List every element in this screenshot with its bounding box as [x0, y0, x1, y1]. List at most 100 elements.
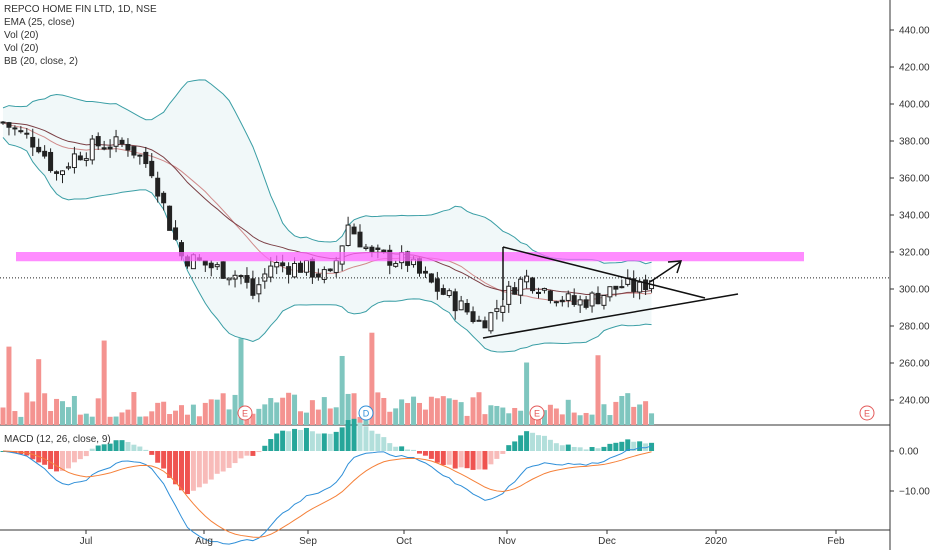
candle-body	[202, 260, 208, 266]
macd-histogram-bar	[417, 451, 422, 454]
candle-body	[71, 153, 77, 169]
volume-bar	[524, 362, 530, 425]
volume-bar	[60, 401, 65, 425]
price-tick-label: 440.00	[899, 26, 930, 37]
price-tick-label: 260.00	[899, 359, 930, 370]
volume-bar	[42, 393, 48, 425]
macd-histogram-bar	[179, 451, 184, 491]
volume-bar	[333, 407, 339, 425]
macd-histogram-bar	[607, 443, 613, 451]
macd-histogram-bar	[357, 422, 363, 451]
macd-tick-label: −10.00	[899, 487, 930, 498]
macd-histogram-bar	[42, 451, 48, 465]
macd-histogram-bar	[292, 428, 298, 451]
macd-histogram-bar	[256, 451, 262, 453]
macd-histogram-bar	[559, 445, 565, 451]
volume-bar	[399, 399, 405, 425]
macd-histogram-bar	[89, 448, 95, 451]
macd-histogram-bar	[238, 451, 244, 459]
macd-histogram-bar	[488, 451, 494, 465]
axes: 440.00 420.00 400.00 380.00 360.00 340.00 320.…	[80, 26, 931, 548]
candle-body	[619, 286, 625, 289]
macd-histogram-bar	[48, 451, 54, 470]
event-marker-label: E	[242, 409, 248, 419]
candle-body	[458, 300, 464, 311]
candle-body	[541, 287, 547, 291]
volume-bar	[339, 355, 345, 425]
volume-bar	[571, 412, 577, 425]
candle-body	[381, 249, 387, 253]
candle-body	[250, 278, 256, 296]
macd-histogram-bar	[405, 449, 411, 451]
macd-histogram-bar	[530, 432, 536, 451]
candle-body	[0, 121, 6, 124]
macd-histogram-bar	[268, 439, 274, 451]
volume-bar	[643, 401, 649, 425]
macd-histogram-bar	[303, 427, 309, 451]
volume-bar	[315, 409, 321, 425]
volume-bar	[256, 408, 262, 425]
macd-histogram-bar	[327, 433, 333, 451]
candle-body	[530, 277, 536, 292]
candle-body	[601, 295, 607, 306]
macd-histogram-bar	[381, 437, 387, 451]
macd-histogram-bar	[583, 449, 589, 451]
macd-histogram-bar	[589, 447, 595, 451]
macd-histogram-bar	[577, 447, 583, 451]
candle-body	[303, 260, 309, 273]
macd-histogram-bar	[262, 445, 268, 451]
candle-body	[327, 268, 333, 272]
candle-body	[238, 275, 244, 278]
macd-histogram-bar	[351, 418, 357, 451]
volume-bar	[500, 407, 506, 425]
macd-histogram-bar	[428, 451, 434, 459]
candle-body	[286, 266, 292, 275]
candle-body	[155, 177, 161, 197]
volume-bar	[422, 409, 428, 425]
macd-histogram-bar	[649, 442, 655, 451]
candle-body	[559, 299, 565, 303]
macd-histogram-bar	[470, 451, 476, 470]
volume-bar	[351, 393, 357, 425]
candle-body	[24, 132, 30, 135]
candle-body	[173, 227, 179, 240]
volume-bar	[309, 400, 315, 425]
candle-body	[315, 273, 321, 278]
macd-histogram-bar	[131, 444, 137, 451]
candlesticks	[0, 120, 655, 334]
candle-body	[589, 292, 595, 307]
event-marker	[529, 405, 545, 421]
macd-histogram-bar	[631, 441, 637, 451]
candle-body	[274, 262, 280, 268]
volume-bar	[547, 404, 553, 425]
volume-bar	[226, 409, 232, 425]
macd-histogram-bar	[375, 433, 381, 451]
volume-bar	[238, 338, 244, 425]
candle-body	[18, 130, 24, 133]
macd-histogram-bar	[613, 442, 619, 451]
macd-histogram-bar	[399, 446, 405, 451]
macd-histogram-bar	[30, 451, 36, 460]
volume-bar	[89, 416, 95, 425]
volume-bar	[411, 396, 417, 425]
candle-body	[220, 261, 226, 279]
volume-bar	[83, 413, 89, 425]
volume-bar	[137, 416, 143, 425]
candle-body	[524, 275, 530, 283]
macd-histogram-bar	[137, 446, 143, 451]
macd-histogram-bar	[119, 440, 125, 451]
macd-histogram-bar	[482, 451, 488, 470]
macd-histogram-bar	[619, 441, 625, 451]
macd-histogram-bar	[232, 451, 238, 464]
macd-histogram-bar	[250, 451, 256, 456]
volume-bar	[161, 401, 167, 425]
volume-bar	[345, 393, 351, 425]
candle-body	[500, 305, 506, 313]
volume-bar	[446, 398, 452, 425]
macd-histogram-bar	[95, 445, 101, 451]
price-tick-label: 420.00	[899, 63, 930, 74]
volume-bar	[167, 414, 173, 425]
candle-body	[149, 160, 155, 177]
candle-body	[214, 264, 220, 268]
